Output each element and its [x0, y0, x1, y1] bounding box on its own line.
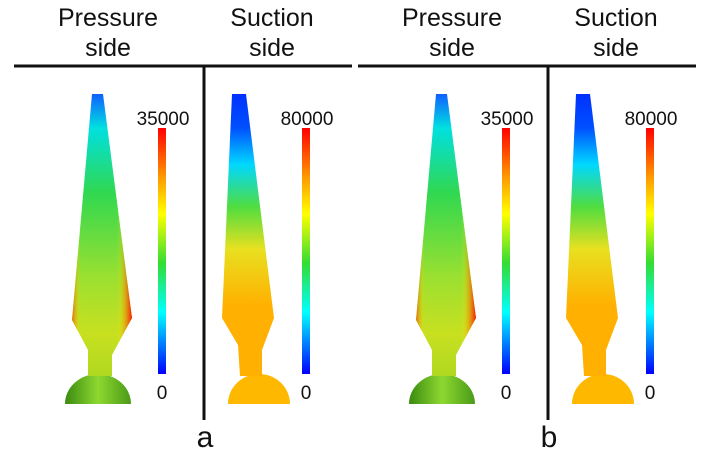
plot-title: Suction — [230, 4, 313, 32]
colorbar-max: 80000 — [625, 109, 678, 130]
plot-title: side — [85, 34, 131, 62]
colorbar-min: 0 — [501, 383, 512, 404]
panel-label: a — [197, 421, 214, 449]
colorbar — [646, 128, 654, 374]
colorbar-max: 80000 — [281, 109, 334, 130]
colorbar-min: 0 — [301, 383, 312, 404]
colorbar-min: 0 — [157, 383, 168, 404]
hub — [65, 374, 131, 404]
colorbar-max: 35000 — [137, 109, 190, 130]
colorbar-min: 0 — [645, 383, 656, 404]
plot-title: Pressure — [58, 4, 158, 32]
colorbar — [502, 128, 510, 374]
blade — [222, 94, 274, 376]
hub — [228, 374, 290, 404]
plot-title: side — [593, 34, 639, 62]
colorbar — [158, 128, 166, 374]
colorbar — [302, 128, 310, 374]
plot-title: Pressure — [402, 4, 502, 32]
blade-edge — [416, 94, 476, 376]
hub — [572, 374, 634, 404]
blade — [566, 94, 618, 376]
blade-edge — [72, 94, 132, 376]
plot-title: side — [429, 34, 475, 62]
panel-label: b — [541, 421, 558, 449]
hub — [409, 374, 475, 404]
plot-title: Suction — [574, 4, 657, 32]
plot-title: side — [249, 34, 295, 62]
panels: aPressureside350000Suctionside800000bPre… — [14, 4, 696, 449]
colorbar-max: 35000 — [481, 109, 534, 130]
